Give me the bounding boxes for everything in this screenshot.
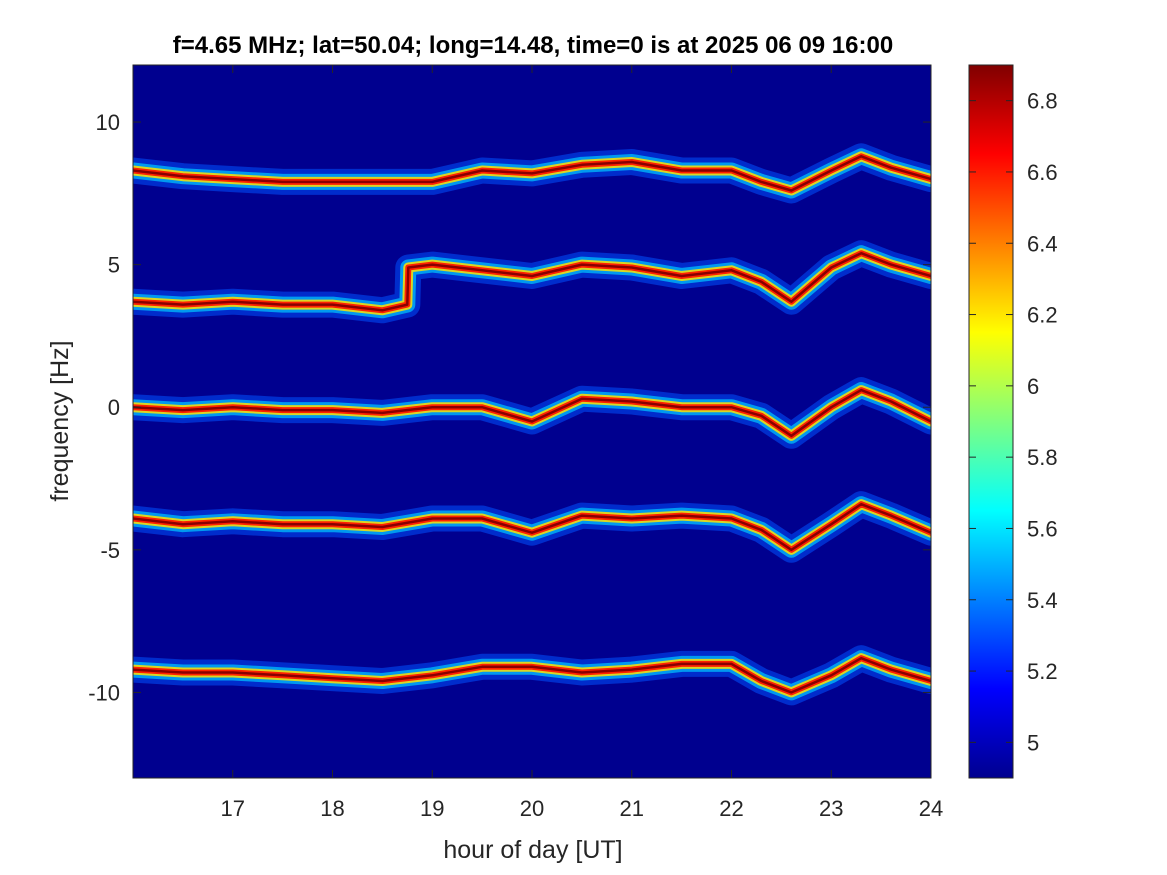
colorbar-tick-label: 5.8 (1027, 445, 1058, 470)
x-tick-label: 23 (819, 796, 843, 821)
colorbar-tick-label: 5.4 (1027, 588, 1058, 613)
y-axis-ticks: 10 5 0 -5 -10 (88, 110, 931, 705)
y-tick-label: -5 (100, 538, 120, 563)
colorbar-tick-label: 5 (1027, 730, 1039, 755)
colorbar-tick-label: 6.2 (1027, 303, 1058, 328)
x-tick-label: 19 (420, 796, 444, 821)
x-tick-label: 21 (620, 796, 644, 821)
x-tick-label: 20 (520, 796, 544, 821)
trace-2-band (133, 251, 931, 312)
colorbar-tick-label: 6.8 (1027, 89, 1058, 114)
trace-5-band (133, 656, 931, 694)
trace-3 (133, 377, 931, 449)
y-tick-label: -10 (88, 680, 120, 705)
colorbar-tick-label: 5.2 (1027, 659, 1058, 684)
x-tick-label: 18 (320, 796, 344, 821)
colorbar-tick-label: 6.4 (1027, 231, 1058, 256)
colorbar (968, 64, 1014, 779)
colorbar-ticks: 6.8 6.6 6.4 6.2 6 5.8 5.6 5.4 5.2 5 (969, 89, 1058, 755)
spectral-traces (133, 143, 931, 706)
y-axis-label: frequency [Hz] (46, 340, 74, 501)
x-tick-label: 22 (719, 796, 743, 821)
x-tick-label: 24 (919, 796, 943, 821)
trace-5 (133, 645, 931, 706)
y-tick-label: 0 (108, 395, 120, 420)
colorbar-tick-label: 6.6 (1027, 160, 1058, 185)
trace-4 (133, 491, 931, 563)
trace-1-band (133, 155, 931, 192)
chart-title: f=4.65 MHz; lat=50.04; long=14.48, time=… (173, 32, 893, 59)
y-tick-label: 10 (96, 110, 120, 135)
x-axis-ticks: 17 18 19 20 21 22 23 24 (221, 65, 943, 821)
colorbar-tick-label: 5.6 (1027, 516, 1058, 541)
trace-3-band (133, 388, 931, 438)
trace-2 (133, 240, 931, 324)
trace-1 (133, 143, 931, 204)
colorbar-tick-label: 6 (1027, 374, 1039, 399)
trace-4-band (133, 502, 931, 552)
y-tick-label: 5 (108, 253, 120, 278)
x-axis-label: hour of day [UT] (443, 836, 622, 864)
x-tick-label: 17 (221, 796, 245, 821)
